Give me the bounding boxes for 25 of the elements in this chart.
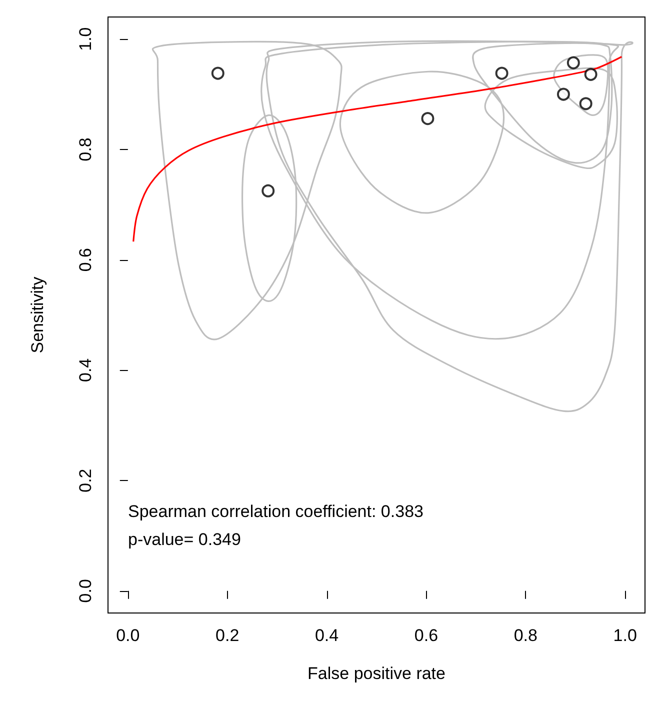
x-axis-title: False positive rate — [308, 664, 446, 683]
annotation: p-value= 0.349 — [128, 530, 241, 549]
y-tick-label: 0.8 — [76, 138, 95, 162]
x-tick-label: 0.8 — [514, 626, 538, 645]
point — [579, 97, 592, 110]
y-tick-label: 1.0 — [76, 27, 95, 51]
point — [421, 112, 434, 126]
y-tick-label: 0.0 — [76, 579, 95, 603]
x-tick-label: 0.0 — [116, 626, 140, 645]
y-axis-title: Sensitivity — [28, 276, 47, 354]
y-tick-label: 0.4 — [76, 358, 95, 382]
point — [566, 56, 580, 70]
y-tick-label: 0.2 — [76, 468, 95, 492]
x-tick-label: 0.6 — [414, 626, 438, 645]
point — [556, 88, 570, 101]
x-tick-label: 1.0 — [613, 626, 637, 645]
x-tick-label: 0.4 — [314, 626, 339, 645]
annotation: Spearman correlation coefficient: 0.383 — [128, 502, 424, 521]
x-tick-label: 0.2 — [216, 626, 240, 645]
line-series — [132, 56, 622, 242]
point — [262, 184, 275, 198]
point — [584, 68, 598, 81]
y-tick-label: 0.6 — [76, 248, 95, 272]
point — [211, 66, 224, 80]
point — [495, 66, 508, 80]
